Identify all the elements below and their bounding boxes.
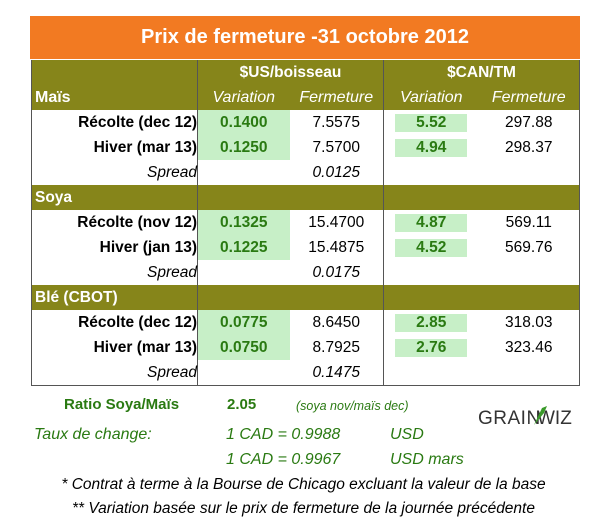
col-header-fermeture-cad: Fermeture (478, 85, 581, 110)
grainwiz-logo: GRAIN WIZ (478, 406, 572, 429)
close-usd: 15.4700 (308, 213, 365, 231)
exchange-unit: USD mars (390, 451, 464, 468)
spread-value: 0.1475 (289, 360, 384, 386)
section-name: Soya (31, 185, 198, 210)
table-row: Hiver (mar 13) 0.1250 7.5700 4.94 298.37 (31, 135, 581, 160)
ratio-value: 2.05 (227, 396, 257, 413)
exchange-rate: 1 CAD = 0.9967 (226, 451, 341, 468)
variation-usd: 0.0750 (197, 335, 290, 360)
row-label: Récolte (dec 12) (31, 310, 198, 335)
close-usd: 8.6450 (312, 313, 360, 331)
variation-cad: 4.52 (395, 238, 468, 257)
close-cad: 569.76 (478, 235, 581, 260)
spread-value: 0.0125 (312, 163, 360, 181)
col-header-fermeture-usd: Fermeture (299, 88, 374, 106)
close-cad: 569.11 (478, 210, 581, 235)
group-header-cad: $CAN/TM (382, 60, 581, 85)
column-subheader: Maïs Variation Fermeture Variation Ferme… (31, 85, 581, 110)
ratio-label: Ratio Soya/Maïs (64, 396, 180, 413)
close-cad: 323.46 (478, 335, 581, 360)
section-header: Soya (31, 185, 581, 210)
variation-cad: 2.85 (395, 313, 468, 332)
variation-usd: 0.1250 (197, 135, 290, 160)
ratio-note: (soya nov/maïs dec) (296, 399, 409, 413)
table-row: Récolte (nov 12) 0.1325 15.4700 4.87 569… (31, 210, 581, 235)
col-header-variation-cad: Variation (383, 85, 479, 110)
variation-usd: 0.1325 (197, 210, 290, 235)
close-usd: 15.4875 (308, 238, 365, 256)
variation-cad: 5.52 (395, 113, 468, 132)
row-label: Récolte (nov 12) (31, 210, 198, 235)
row-label: Hiver (mar 13) (31, 135, 198, 160)
variation-usd: 0.0775 (197, 310, 290, 335)
row-label: Récolte (dec 12) (31, 110, 198, 135)
spread-label: Spread (31, 160, 198, 185)
spread-value: 0.0175 (312, 263, 360, 281)
variation-cad: 2.76 (395, 338, 468, 357)
close-cad: 298.37 (478, 135, 581, 160)
spread-label: Spread (31, 360, 198, 386)
logo-leaf-icon (534, 406, 547, 425)
section-header: Blé (CBOT) (31, 285, 581, 310)
column-group-header: $US/boisseau $CAN/TM (31, 60, 581, 85)
row-label: Hiver (mar 13) (31, 335, 198, 360)
exchange-label: Taux de change: (34, 426, 152, 443)
exchange-rate: 1 CAD = 0.9988 (226, 426, 341, 443)
variation-cad: 4.94 (395, 138, 468, 157)
section-name: Maïs (31, 85, 198, 110)
table-row: Récolte (dec 12) 0.0775 8.6450 2.85 318.… (31, 310, 581, 335)
footnote-2: ** Variation basée sur le prix de fermet… (72, 500, 535, 517)
col-header-variation-usd: Variation (197, 85, 290, 110)
page-title: Prix de fermeture -31 octobre 2012 (30, 16, 580, 59)
logo-text-wiz: WIZ (537, 408, 572, 429)
spread-row: Spread 0.1475 (31, 360, 581, 386)
row-label: Hiver (jan 13) (31, 235, 198, 260)
table-row: Hiver (jan 13) 0.1225 15.4875 4.52 569.7… (31, 235, 581, 260)
table-row: Hiver (mar 13) 0.0750 8.7925 2.76 323.46 (31, 335, 581, 360)
spread-label: Spread (31, 260, 198, 285)
spread-row: Spread 0.0175 (31, 260, 581, 285)
table-row: Récolte (dec 12) 0.1400 7.5575 5.52 297.… (31, 110, 581, 135)
footnote-1: * Contrat à terme à la Bourse de Chicago… (61, 476, 546, 493)
group-header-usd: $US/boisseau (197, 60, 384, 85)
close-usd: 8.7925 (312, 338, 360, 356)
close-usd: 7.5700 (312, 138, 360, 156)
section-name: Blé (CBOT) (31, 285, 198, 310)
close-usd: 7.5575 (312, 113, 360, 131)
close-cad: 297.88 (478, 110, 581, 135)
spread-row: Spread 0.0125 (31, 160, 581, 185)
exchange-unit: USD (390, 426, 424, 443)
variation-usd: 0.1225 (197, 235, 290, 260)
variation-usd: 0.1400 (197, 110, 290, 135)
logo-text-grain: GRAIN (478, 408, 541, 429)
price-table: $US/boisseau $CAN/TM Maïs Variation Ferm… (31, 60, 581, 386)
close-cad: 318.03 (478, 310, 581, 335)
variation-cad: 4.87 (395, 213, 468, 232)
